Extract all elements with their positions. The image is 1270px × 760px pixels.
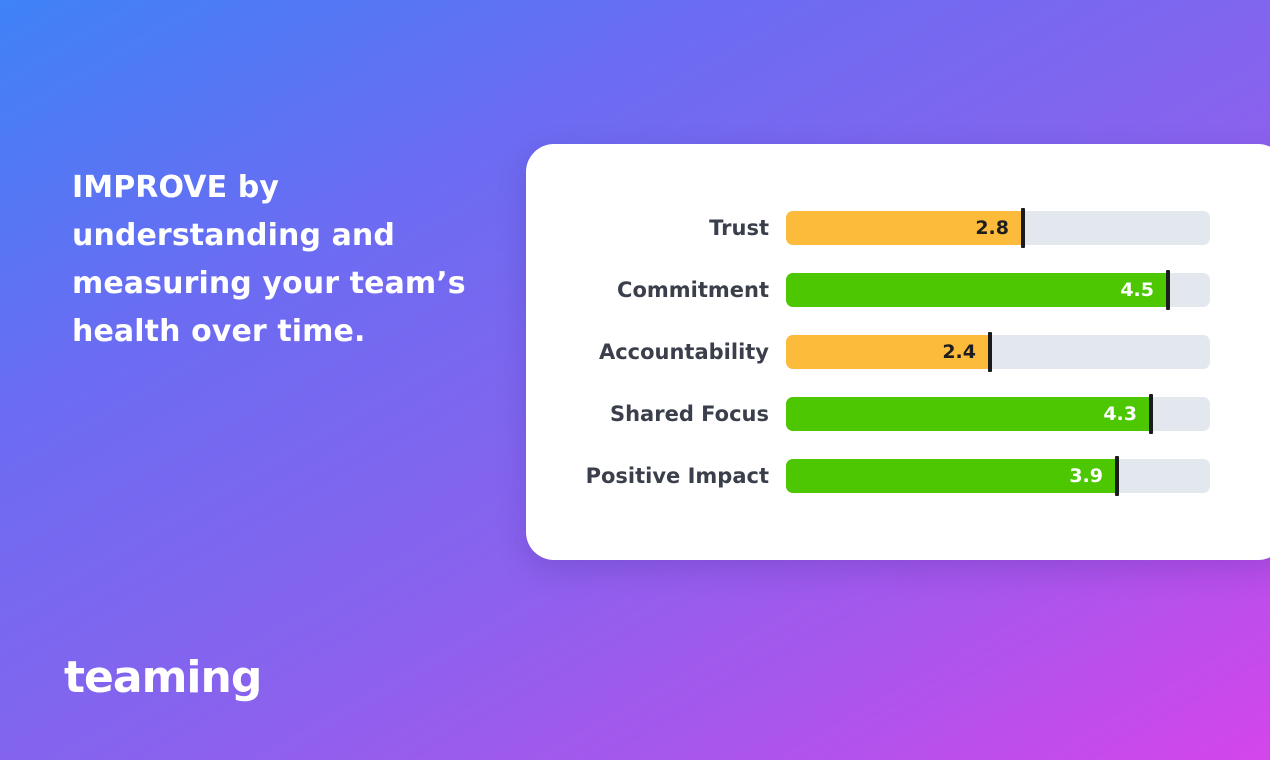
metric-track: 2.8: [786, 208, 1210, 248]
metric-fill: [786, 335, 990, 369]
metric-value: 3.9: [1069, 465, 1103, 487]
headline: IMPROVE by understanding and measuring y…: [72, 164, 492, 356]
metric-fill: [786, 459, 1117, 493]
metric-row-accountability: Accountability 2.4: [526, 332, 1226, 372]
metric-marker: [1021, 208, 1025, 248]
metric-track: 4.5: [786, 270, 1210, 310]
metric-label: Positive Impact: [585, 464, 769, 488]
metric-label: Trust: [709, 216, 769, 240]
metric-track: 4.3: [786, 394, 1210, 434]
headline-line-2: understanding and: [72, 218, 395, 253]
metric-marker: [1166, 270, 1170, 310]
metric-row-trust: Trust 2.8: [526, 208, 1226, 248]
metric-label: Shared Focus: [609, 402, 769, 426]
metric-marker: [1149, 394, 1153, 434]
team-health-card: Trust 2.8 Commitment 4.5 Accountability …: [526, 144, 1270, 560]
metric-value: 2.8: [975, 217, 1009, 239]
headline-line-3: measuring your team’s: [72, 266, 466, 301]
metric-row-commitment: Commitment 4.5: [526, 270, 1226, 310]
metric-row-shared-focus: Shared Focus 4.3: [526, 394, 1226, 434]
teaming-logo: teaming: [64, 646, 262, 706]
metric-track: 2.4: [786, 332, 1210, 372]
metric-track: 3.9: [786, 456, 1210, 496]
metric-row-positive-impact: Positive Impact 3.9: [526, 456, 1226, 496]
logo-wordmark: teaming: [64, 652, 262, 703]
metric-value: 4.5: [1120, 279, 1154, 301]
metric-label: Accountability: [598, 340, 769, 364]
metric-marker: [988, 332, 992, 372]
metric-fill: [786, 397, 1151, 431]
metric-label: Commitment: [617, 278, 769, 302]
metric-value: 4.3: [1103, 403, 1137, 425]
headline-line-4: health over time.: [72, 314, 366, 349]
headline-line-1: IMPROVE by: [72, 170, 279, 205]
metric-fill: [786, 211, 1023, 245]
metric-marker: [1115, 456, 1119, 496]
metric-value: 2.4: [942, 341, 976, 363]
metric-fill: [786, 273, 1168, 307]
